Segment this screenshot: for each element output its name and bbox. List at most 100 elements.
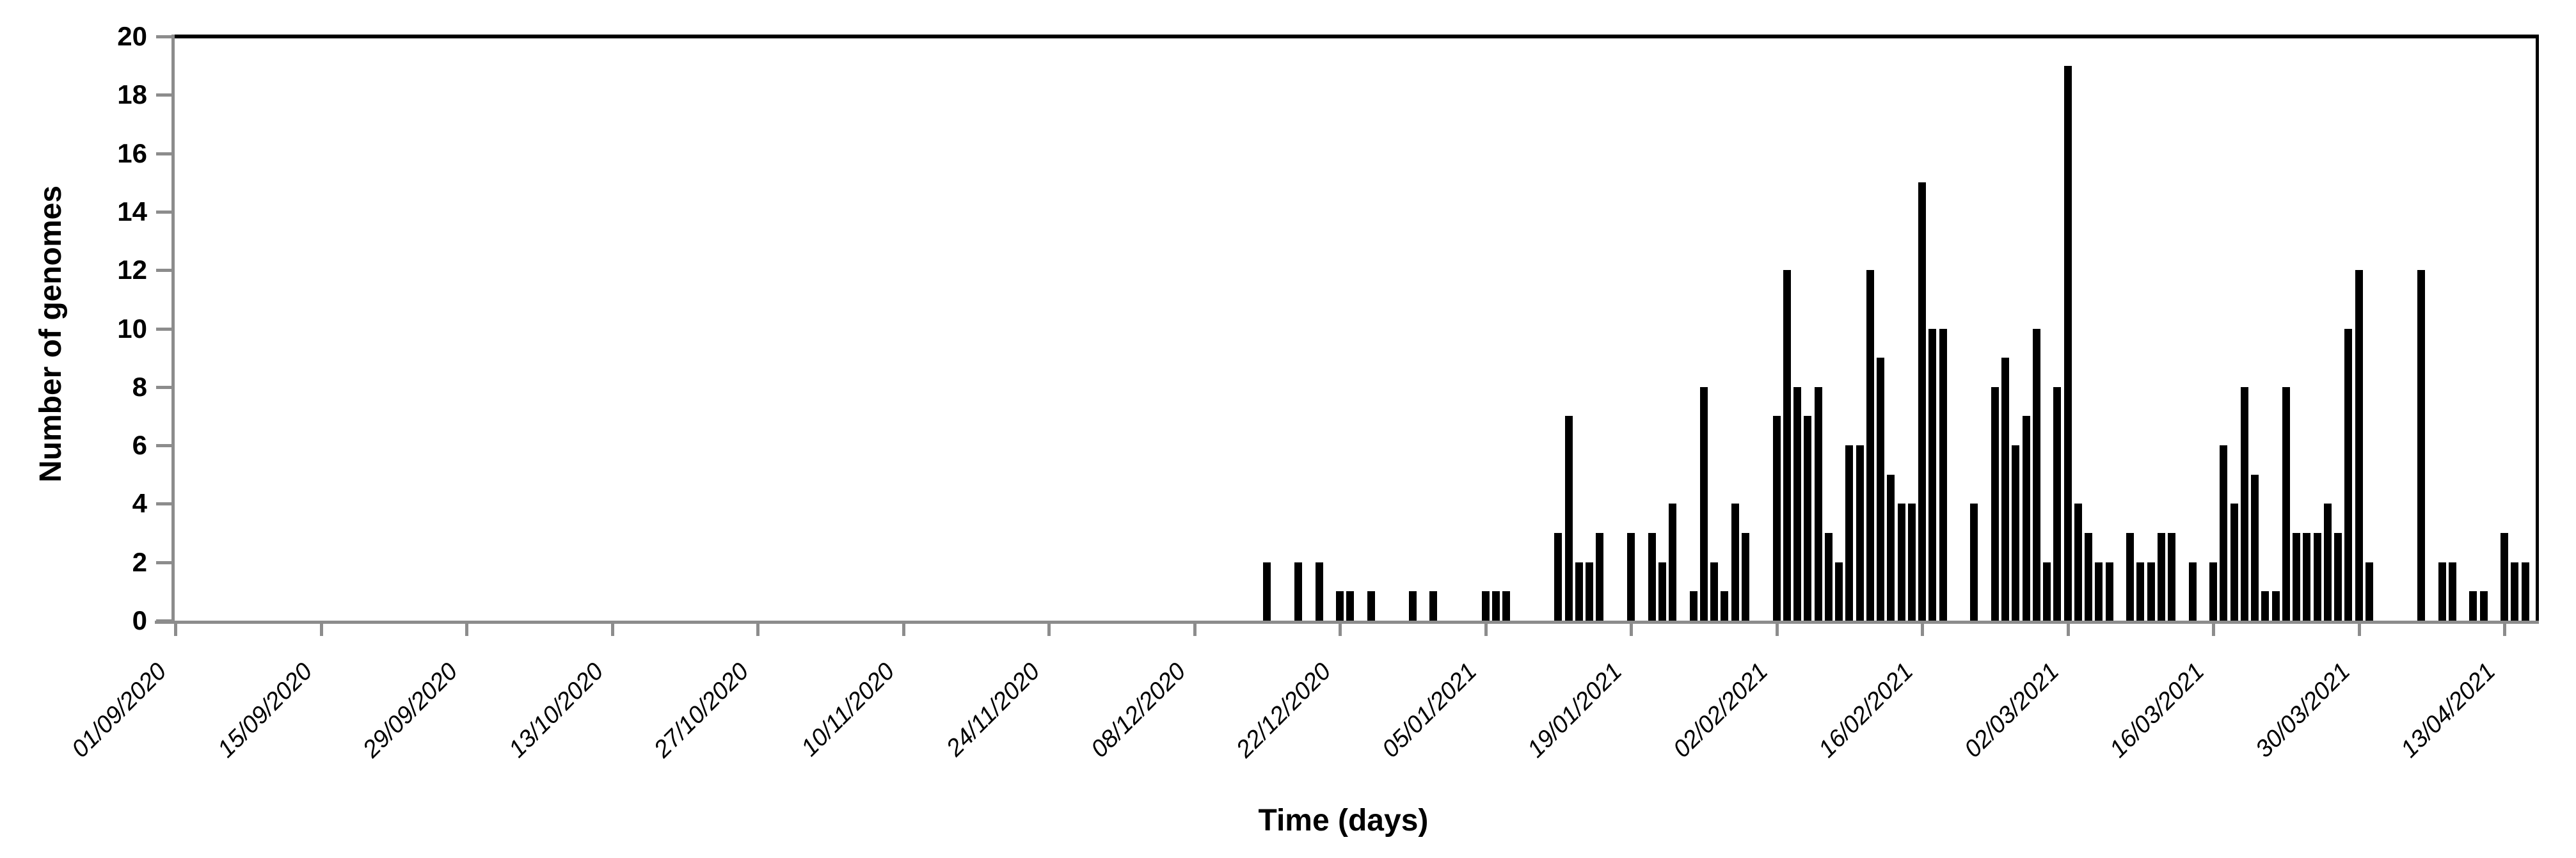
- bar-05-03-2021: [2095, 562, 2103, 621]
- bar-28-02-2021: [2043, 562, 2051, 621]
- bar-12-01-2021: [1554, 533, 1562, 621]
- bar-04-03-2021: [2085, 533, 2092, 621]
- bar-15-04-2021: [2521, 562, 2529, 621]
- bar-13-04-2021: [2500, 533, 2508, 621]
- bar-23-02-2021: [1991, 386, 1999, 621]
- bar-28-03-2021: [2334, 533, 2342, 621]
- x-axis-tick: [1630, 621, 1633, 636]
- bar-26-02-2021: [2022, 416, 2030, 621]
- y-axis-title: Number of genomes: [34, 185, 68, 482]
- bar-20-03-2021: [2251, 474, 2259, 621]
- y-axis-tick-label: 4: [132, 488, 147, 519]
- y-axis-tick: [156, 327, 171, 331]
- bar-11-04-2021: [2479, 591, 2488, 621]
- bar-27-02-2021: [2032, 328, 2040, 621]
- bar-05-02-2021: [1804, 416, 1812, 621]
- x-axis-tick: [174, 621, 177, 636]
- bar-15-01-2021: [1586, 562, 1593, 621]
- x-axis-tick: [2212, 621, 2215, 636]
- bar-27-01-2021: [1710, 562, 1718, 621]
- bar-22-01-2021: [1658, 562, 1666, 621]
- bar-19-03-2021: [2240, 386, 2248, 621]
- y-axis-tick-label: 12: [117, 255, 147, 285]
- y-axis-tick: [156, 444, 171, 448]
- bar-23-12-2020: [1346, 591, 1355, 621]
- bar-14-01-2021: [1575, 562, 1583, 621]
- bar-21-01-2021: [1648, 533, 1656, 621]
- bar-23-01-2021: [1669, 504, 1676, 621]
- bar-30-01-2021: [1741, 533, 1749, 621]
- x-axis-tick: [2503, 621, 2506, 636]
- bar-29-01-2021: [1731, 504, 1739, 621]
- x-axis-tick: [902, 621, 905, 636]
- bar-07-01-2021: [1502, 591, 1510, 621]
- bar-16-03-2021: [2209, 562, 2217, 621]
- bar-12-03-2021: [2168, 533, 2175, 621]
- bar-01-03-2021: [2053, 386, 2062, 621]
- bar-12-02-2021: [1877, 358, 1884, 621]
- bar-18-02-2021: [1939, 328, 1947, 621]
- bar-18-12-2020: [1294, 562, 1302, 621]
- bar-10-04-2021: [2469, 591, 2477, 621]
- bar-09-02-2021: [1845, 445, 1854, 621]
- x-axis-line: [155, 621, 2539, 624]
- bar-05-01-2021: [1481, 591, 1490, 621]
- bar-31-12-2020: [1429, 591, 1438, 621]
- x-axis-tick: [1775, 621, 1779, 636]
- x-axis-tick: [756, 621, 759, 636]
- y-axis-tick-label: 14: [117, 196, 147, 226]
- bar-08-03-2021: [2126, 533, 2134, 621]
- y-axis-tick: [156, 269, 171, 273]
- bar-03-03-2021: [2074, 504, 2082, 621]
- bar-07-04-2021: [2438, 562, 2446, 621]
- bar-14-04-2021: [2511, 562, 2519, 621]
- x-axis-tick: [1193, 621, 1197, 636]
- y-axis-tick-label: 0: [132, 605, 147, 635]
- bar-06-03-2021: [2105, 562, 2113, 621]
- bar-14-03-2021: [2188, 562, 2197, 621]
- bar-16-01-2021: [1596, 533, 1604, 621]
- y-axis-tick: [156, 35, 171, 38]
- y-axis-tick: [156, 560, 171, 564]
- bar-25-03-2021: [2303, 533, 2311, 621]
- bar-28-01-2021: [1721, 591, 1729, 621]
- bar-20-12-2020: [1315, 562, 1323, 621]
- bar-06-02-2021: [1814, 386, 1822, 621]
- bar-17-02-2021: [1928, 328, 1937, 621]
- y-axis-tick: [156, 385, 171, 389]
- bar-25-02-2021: [2012, 445, 2020, 621]
- x-axis-tick: [1047, 621, 1051, 636]
- bar-18-03-2021: [2230, 504, 2238, 621]
- x-axis-tick: [2357, 621, 2361, 636]
- bar-29-12-2020: [1408, 591, 1417, 621]
- bar-04-02-2021: [1793, 386, 1801, 621]
- bar-02-03-2021: [2063, 65, 2072, 621]
- y-axis-tick: [156, 152, 171, 155]
- bar-11-02-2021: [1866, 270, 1874, 621]
- bar-25-01-2021: [1689, 591, 1697, 621]
- y-axis-tick-label: 10: [117, 313, 147, 344]
- bar-29-03-2021: [2344, 328, 2353, 621]
- bar-17-03-2021: [2220, 445, 2228, 621]
- y-axis-tick: [156, 502, 171, 506]
- bar-05-04-2021: [2417, 270, 2425, 621]
- bar-10-03-2021: [2147, 562, 2155, 621]
- y-axis-tick: [156, 210, 171, 214]
- bar-13-02-2021: [1887, 474, 1895, 621]
- bar-07-02-2021: [1824, 533, 1833, 621]
- bar-27-03-2021: [2323, 504, 2332, 621]
- y-axis-tick: [156, 93, 171, 97]
- bar-24-02-2021: [2001, 358, 2009, 621]
- bar-22-12-2020: [1336, 591, 1344, 621]
- x-axis-tick: [1484, 621, 1488, 636]
- y-axis-tick-label: 16: [117, 138, 147, 168]
- bar-21-03-2021: [2261, 591, 2270, 621]
- bar-11-03-2021: [2157, 533, 2165, 621]
- x-axis-tick: [1339, 621, 1342, 636]
- x-axis-tick: [1921, 621, 1924, 636]
- bar-09-03-2021: [2136, 562, 2145, 621]
- bar-25-12-2020: [1367, 591, 1375, 621]
- y-axis-tick: [156, 619, 171, 623]
- y-axis-tick-label: 8: [132, 371, 147, 402]
